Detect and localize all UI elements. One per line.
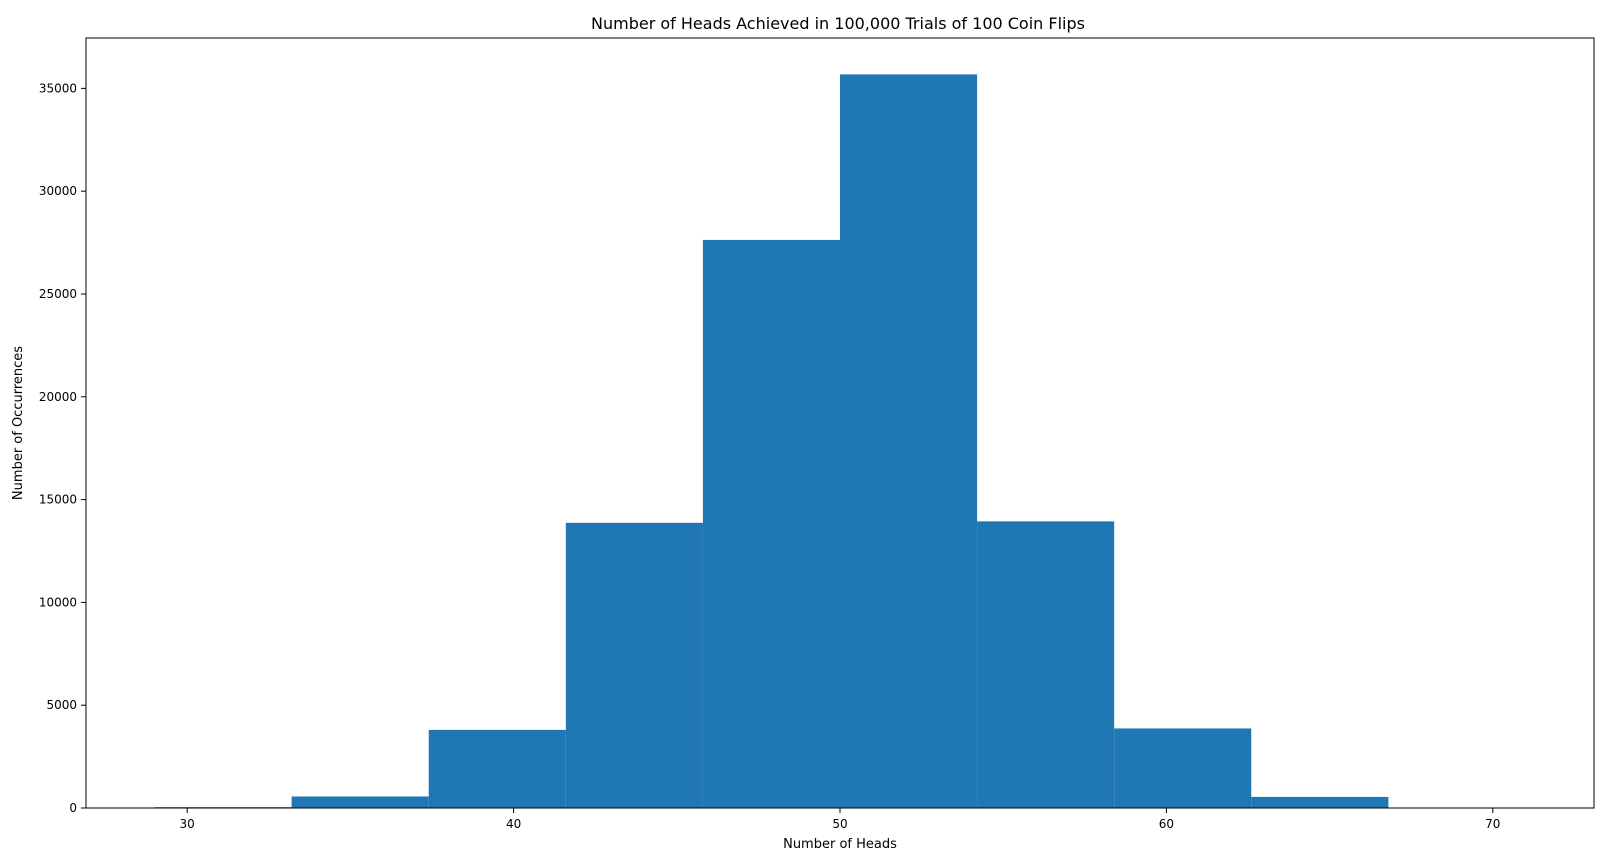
y-tick-label: 0: [69, 801, 77, 815]
y-tick-label: 10000: [39, 595, 77, 609]
y-tick-label: 5000: [46, 698, 77, 712]
histogram-bar-8: [1114, 728, 1252, 808]
x-axis-ticks: 30 40 50 60 70: [180, 808, 1500, 831]
x-tick-label: 60: [1159, 817, 1174, 831]
histogram-bar-2: [291, 796, 429, 808]
chart-title: Number of Heads Achieved in 100,000 Tria…: [591, 14, 1085, 33]
x-tick-label: 40: [506, 817, 521, 831]
y-axis-label: Number of Occurrences: [11, 346, 26, 500]
x-tick-label: 30: [180, 817, 195, 831]
y-tick-label: 25000: [39, 287, 77, 301]
y-tick-label: 15000: [39, 493, 77, 507]
histogram-bar-6: [840, 74, 978, 809]
y-tick-label: 35000: [39, 81, 77, 95]
x-tick-label: 70: [1485, 817, 1500, 831]
x-tick-label: 50: [832, 817, 847, 831]
histogram-bar-3: [428, 729, 566, 808]
histogram-bar-4: [565, 522, 703, 808]
bars-group: [154, 74, 1526, 809]
y-tick-label: 20000: [39, 390, 77, 404]
y-tick-label: 30000: [39, 184, 77, 198]
y-axis-ticks: 0 5000 10000 15000 20000 25000 30000 35000: [39, 81, 86, 815]
histogram-bar-9: [1251, 796, 1389, 808]
x-axis-label: Number of Heads: [783, 837, 897, 851]
histogram-bar-5: [702, 239, 840, 808]
histogram-bar-7: [977, 521, 1115, 808]
